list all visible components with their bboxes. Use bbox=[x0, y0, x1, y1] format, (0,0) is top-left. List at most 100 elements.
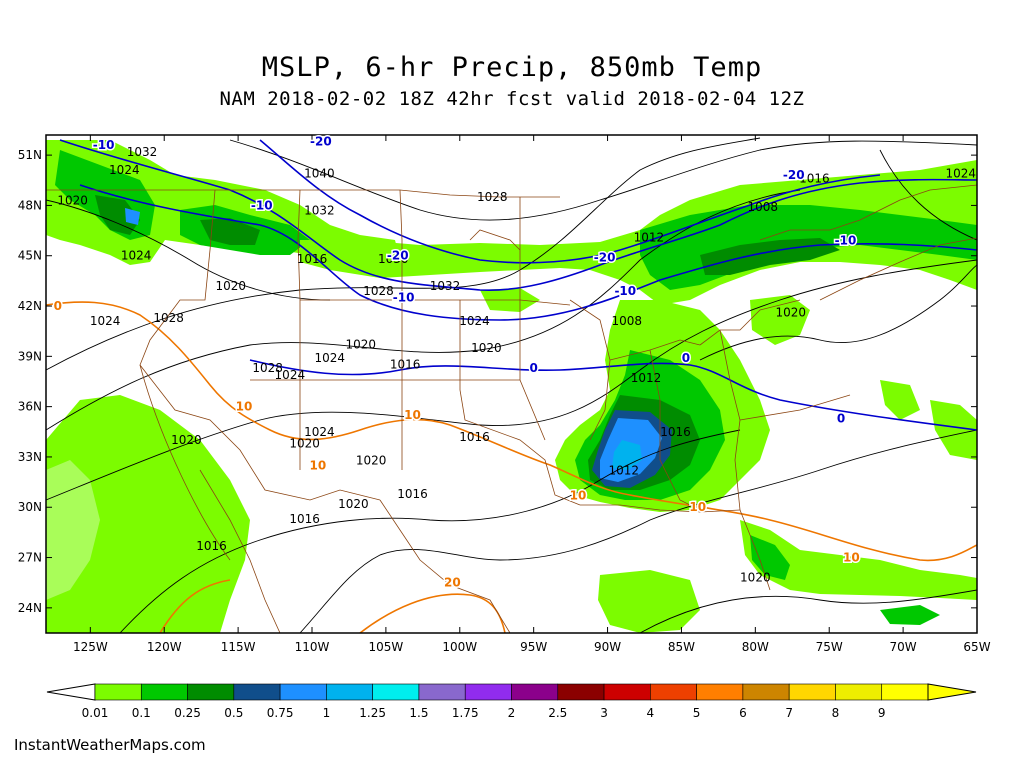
legend-swatch bbox=[187, 683, 235, 701]
isobar-label: 1020 bbox=[776, 306, 807, 320]
legend-label: 0.01 bbox=[82, 706, 109, 720]
isobar-label: 1016 bbox=[289, 512, 320, 526]
lat-label: 33N bbox=[18, 450, 42, 464]
legend-label: 7 bbox=[785, 706, 793, 720]
isobar-label: 1020 bbox=[345, 338, 376, 352]
legend-swatch bbox=[326, 683, 373, 701]
legend-max-arrow bbox=[927, 683, 977, 701]
isobar-label: 1016 bbox=[397, 487, 428, 501]
isobar-label: 1020 bbox=[740, 571, 771, 585]
lat-label: 45N bbox=[18, 249, 42, 263]
legend-label: 5 bbox=[693, 706, 701, 720]
isobar-label: 1030 bbox=[378, 252, 409, 266]
lon-label: 85W bbox=[668, 640, 695, 654]
isobar-label: 1008 bbox=[611, 314, 642, 328]
legend-min-arrow bbox=[46, 683, 96, 701]
legend-swatch bbox=[140, 683, 188, 701]
isobar-label: 1008 bbox=[747, 200, 778, 214]
map-frame bbox=[45, 134, 978, 634]
legend-label: 1.75 bbox=[452, 706, 479, 720]
isobar-label: 1012 bbox=[631, 371, 662, 385]
isobar-label: 1024 bbox=[121, 249, 152, 263]
legend-swatch bbox=[418, 683, 466, 701]
isobar-label: 1024 bbox=[945, 167, 976, 181]
legend-swatch bbox=[557, 683, 605, 701]
lon-label: 65W bbox=[963, 640, 990, 654]
lat-label: 30N bbox=[18, 500, 42, 514]
cold-isotherm-label: -20 bbox=[310, 135, 332, 149]
legend-swatch bbox=[511, 683, 559, 701]
cold-isotherm-label: -10 bbox=[93, 138, 115, 152]
lat-label: 27N bbox=[18, 551, 42, 565]
cold-isotherm-label: 0 bbox=[682, 351, 690, 365]
legend-label: 0.75 bbox=[267, 706, 294, 720]
legend-swatch bbox=[233, 683, 281, 701]
temperature-labels: -10 -20-10-20-10-20 -20-10 -100000101010101… bbox=[52, 133, 861, 591]
warm-isotherm-label: 10 bbox=[689, 500, 706, 514]
isobar-label: 1028 bbox=[153, 311, 184, 325]
isobar-label: 1020 bbox=[356, 453, 387, 467]
cold-isotherm-label: -20 bbox=[594, 250, 616, 264]
isobar-label: 1024 bbox=[459, 314, 490, 328]
legend-label: 2 bbox=[508, 706, 516, 720]
warm-isotherm-label: 10 bbox=[843, 551, 860, 565]
lat-label: 51N bbox=[18, 148, 42, 162]
isobar-label: 1028 bbox=[477, 190, 508, 204]
isobar-lines bbox=[46, 137, 977, 633]
cold-isotherm-label: -10 bbox=[835, 234, 857, 248]
legend-swatch bbox=[464, 683, 512, 701]
legend-label: 9 bbox=[878, 706, 886, 720]
cold-isotherm-label: 0 bbox=[529, 361, 537, 375]
legend-label: 0.5 bbox=[224, 706, 243, 720]
lon-label: 80W bbox=[742, 640, 769, 654]
isobar-label: 1016 bbox=[459, 430, 490, 444]
lon-label: 90W bbox=[594, 640, 621, 654]
cold-isotherm-label: -20 bbox=[387, 249, 409, 263]
legend-swatch bbox=[650, 683, 697, 701]
isobar-label: 1016 bbox=[660, 425, 691, 439]
cold-isotherm-label: -10 bbox=[251, 198, 273, 212]
isobar-label: 1020 bbox=[471, 341, 502, 355]
precip-layer bbox=[46, 140, 977, 633]
lon-label: 75W bbox=[816, 640, 843, 654]
lon-label: 115W bbox=[221, 640, 256, 654]
warm-isotherm-label: 10 bbox=[310, 458, 327, 472]
isobar-label: 1032 bbox=[304, 203, 335, 217]
isobar-label: 1020 bbox=[215, 279, 246, 293]
legend-swatch bbox=[696, 683, 744, 701]
legend-swatch bbox=[603, 683, 651, 701]
warm-isotherm-label: 10 bbox=[236, 400, 253, 414]
cold-isotherm-label: 0 bbox=[837, 411, 845, 425]
map-subtitle: NAM 2018-02-02 18Z 42hr fcst valid 2018-… bbox=[219, 88, 805, 110]
legend-label: 8 bbox=[832, 706, 840, 720]
political-borders bbox=[46, 184, 977, 633]
cold-isotherm-label: -20 bbox=[783, 168, 805, 182]
cold-isotherm-label: -10 bbox=[393, 291, 415, 305]
lat-label: 48N bbox=[18, 198, 42, 212]
lon-label: 120W bbox=[147, 640, 182, 654]
isobar-label: 1032 bbox=[430, 279, 461, 293]
isobar-label: 1020 bbox=[289, 437, 320, 451]
legend-swatch bbox=[881, 683, 929, 701]
isobar-label: 1016 bbox=[390, 358, 421, 372]
lat-label: 24N bbox=[18, 601, 42, 615]
lon-label: 70W bbox=[890, 640, 917, 654]
lat-label: 39N bbox=[18, 349, 42, 363]
isobar-label: 1024 bbox=[90, 314, 121, 328]
lon-label: 105W bbox=[368, 640, 403, 654]
warm-isotherm-label: 20 bbox=[444, 576, 461, 590]
warm-isotherm-label: 10 bbox=[570, 489, 587, 503]
isobar-label: 1012 bbox=[634, 230, 665, 244]
isobar-label: 1024 bbox=[314, 351, 345, 365]
isobar-label: 1032 bbox=[127, 145, 158, 159]
legend-swatch bbox=[372, 683, 420, 701]
legend-label: 1.5 bbox=[409, 706, 428, 720]
lat-label: 36N bbox=[18, 400, 42, 414]
lon-label: 125W bbox=[73, 640, 108, 654]
legend-label: 2.5 bbox=[548, 706, 567, 720]
warm-isotherm-label: 10 bbox=[404, 408, 421, 422]
axis-labels: 51N 48N 45N 42N 39N 36N 33N 30N 27N 24N 125W 120W 11… bbox=[18, 135, 991, 654]
isobar-label: 1028 bbox=[252, 361, 283, 375]
